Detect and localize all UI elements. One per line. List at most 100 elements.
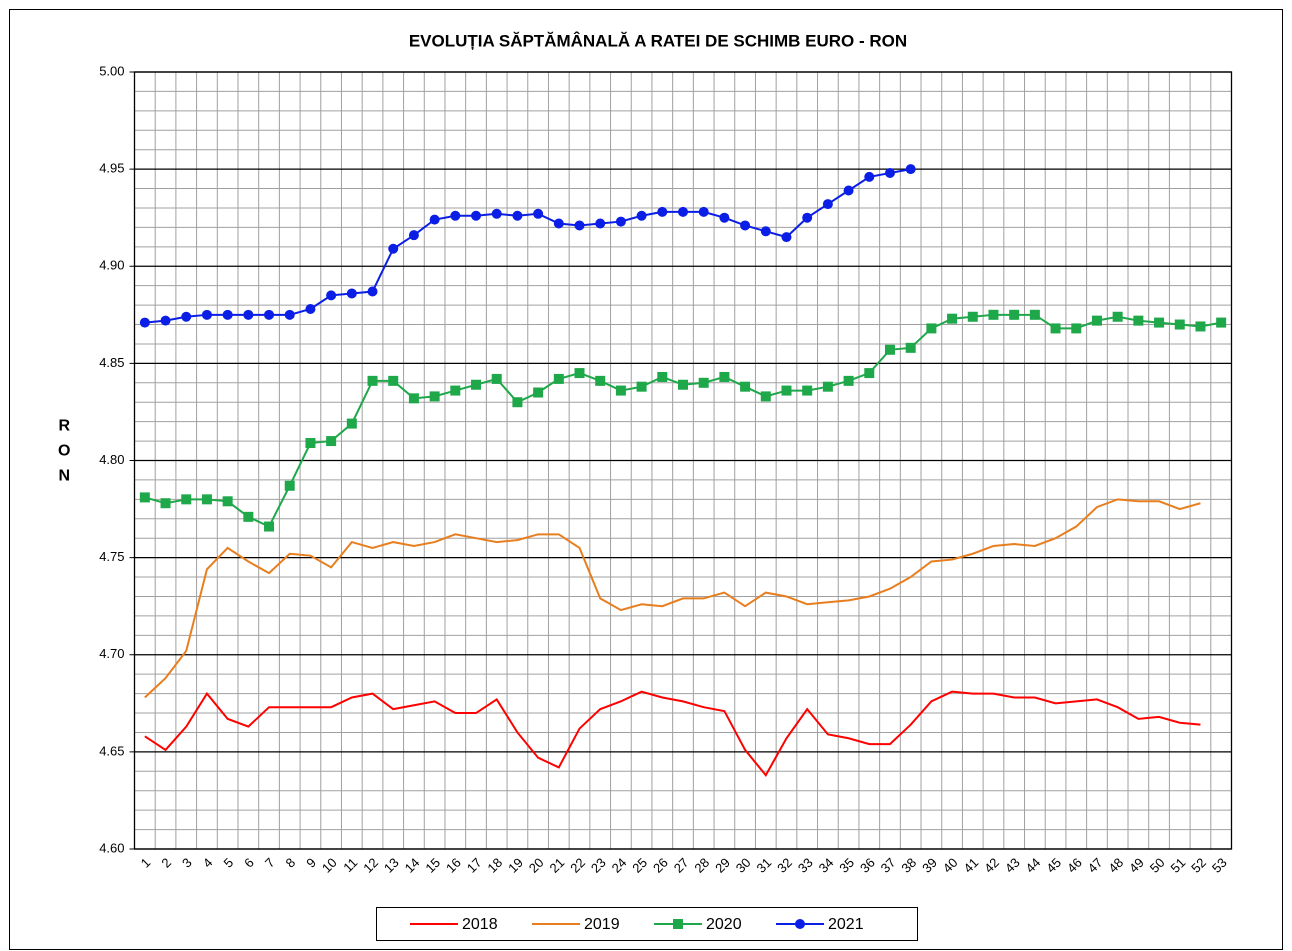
point (1071, 323, 1082, 334)
point (491, 208, 502, 219)
point (615, 216, 626, 227)
point (1009, 309, 1020, 320)
point (388, 375, 399, 386)
point (802, 212, 813, 223)
point (740, 381, 751, 392)
legend-label: 2021 (828, 916, 864, 933)
point (201, 494, 212, 505)
point (553, 373, 564, 384)
point (719, 371, 730, 382)
point (346, 288, 357, 299)
point (160, 498, 171, 509)
point (305, 303, 316, 314)
point (678, 206, 688, 217)
y-tick-label: 4.85 (99, 355, 124, 370)
point (947, 313, 958, 324)
point (740, 220, 751, 231)
legend-label: 2019 (584, 916, 620, 933)
point (781, 232, 792, 243)
point (243, 309, 254, 320)
point (326, 290, 337, 301)
point (471, 210, 482, 221)
point (988, 309, 999, 320)
point (181, 494, 192, 505)
point (284, 309, 295, 320)
point (595, 375, 606, 386)
point (822, 199, 833, 210)
point (698, 206, 709, 217)
point (1091, 315, 1102, 326)
legend-label: 2020 (706, 916, 742, 933)
point (512, 210, 523, 221)
point (1133, 315, 1144, 326)
point (450, 210, 461, 221)
point (574, 220, 585, 231)
y-tick-label: 5.00 (99, 63, 124, 78)
point (1029, 309, 1040, 320)
point (822, 381, 833, 392)
point (595, 218, 606, 229)
point (139, 317, 150, 328)
chart-title: EVOLUȚIA SĂPTĂMÂNALĂ A RATEI DE SCHIMB E… (409, 31, 907, 50)
y-tick-label: 4.95 (99, 161, 124, 176)
point (284, 480, 295, 491)
point (408, 393, 419, 404)
y-axis-label: RON (56, 418, 73, 493)
point (533, 387, 544, 398)
point (884, 168, 895, 179)
point (1216, 317, 1227, 328)
series-line (144, 498, 1201, 699)
point (367, 286, 378, 297)
point (967, 311, 978, 322)
legend-label: 2018 (462, 916, 498, 933)
legend-box (376, 907, 918, 941)
point (429, 214, 440, 225)
point (636, 210, 647, 221)
point (429, 391, 440, 402)
point (760, 226, 771, 237)
point (843, 375, 854, 386)
point (1112, 311, 1123, 322)
point (615, 385, 626, 396)
point (326, 436, 337, 447)
point (512, 397, 523, 408)
point (491, 373, 502, 384)
point (843, 185, 854, 196)
point (305, 438, 316, 449)
point (1050, 323, 1061, 334)
series-line (144, 690, 1201, 777)
point (346, 418, 357, 429)
point (553, 218, 564, 229)
point (864, 368, 875, 379)
y-tick-label: 4.60 (99, 840, 124, 855)
point (222, 309, 233, 320)
point (657, 371, 668, 382)
y-tick-label: 4.75 (99, 549, 124, 564)
point (201, 309, 212, 320)
point (471, 379, 482, 390)
point (636, 381, 647, 392)
point (264, 309, 275, 320)
point (139, 492, 150, 503)
point (657, 206, 668, 217)
point (264, 521, 275, 532)
point (905, 164, 916, 175)
point (388, 243, 399, 254)
y-tick-label: 4.80 (99, 452, 124, 467)
point (678, 379, 688, 390)
point (574, 368, 585, 379)
legend-marker (795, 919, 805, 929)
point (698, 377, 709, 388)
point (905, 342, 916, 353)
point (243, 511, 254, 522)
point (533, 208, 544, 219)
point (160, 315, 171, 326)
point (802, 385, 813, 396)
point (1195, 321, 1206, 332)
point (450, 385, 461, 396)
point (926, 323, 937, 334)
point (781, 385, 792, 396)
point (408, 230, 419, 241)
point (1154, 317, 1165, 328)
